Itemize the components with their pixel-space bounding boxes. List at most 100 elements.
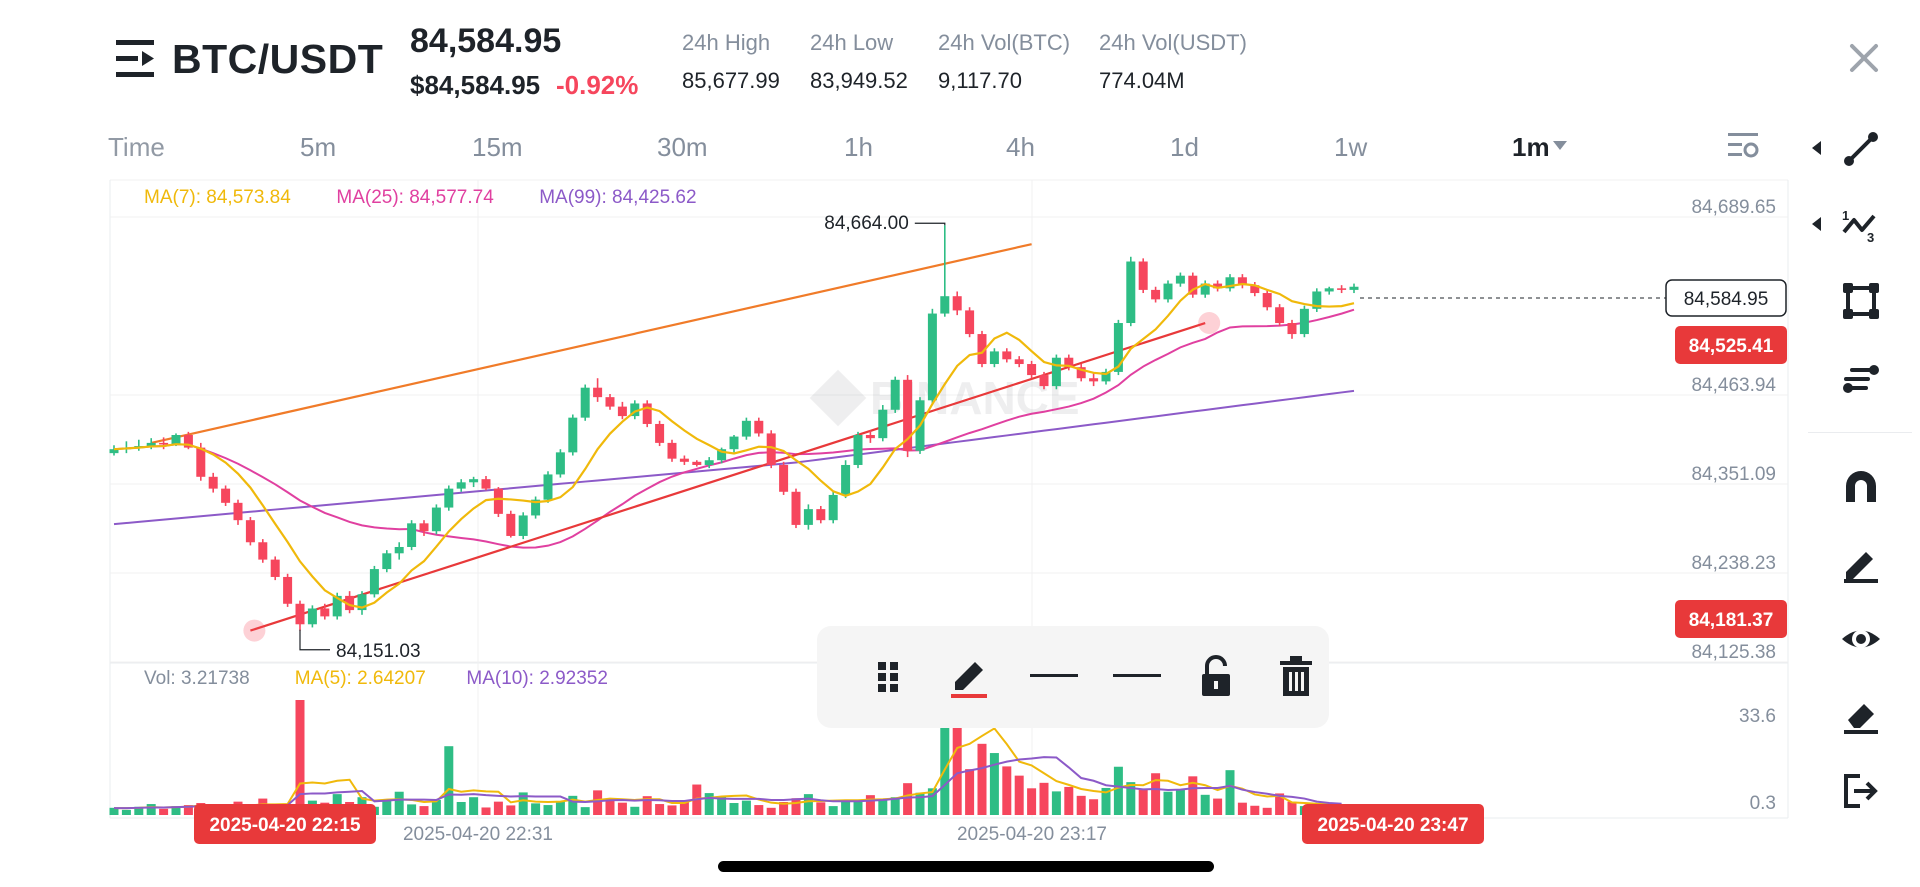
candle-body [1200,283,1210,295]
timeframe-5m[interactable]: 5m [300,132,337,162]
candle-body [1138,261,1148,290]
timeframe-1h[interactable]: 1h [844,132,873,162]
timeframe-30m[interactable]: 30m [657,132,708,162]
candle-body [841,464,851,495]
drag-handle-icon[interactable] [864,652,912,700]
volume-bar [1064,786,1074,815]
candle-body [667,442,677,459]
pencil-icon[interactable] [1840,542,1882,584]
trend-lines [150,243,1221,642]
candle-body [109,449,119,454]
y-tick-label: 84,689.65 [1691,197,1776,218]
eraser-icon[interactable] [1840,694,1882,736]
volume-bar [456,801,466,815]
volume-bar [481,807,491,815]
timeframe-4h[interactable]: 4h [1006,132,1035,162]
candle-body [183,435,193,448]
svg-text:1: 1 [1842,208,1849,223]
candle-body [444,488,454,508]
binance-watermark: BINANCE [809,369,1080,427]
line-style-icon[interactable] [1030,652,1078,700]
fib-tool-icon[interactable]: 1 3 [1840,204,1882,246]
line-tool-expand-icon[interactable] [1812,141,1821,155]
volume-bar [543,805,553,815]
fib-tool-expand-icon[interactable] [1812,217,1821,231]
menu-icon[interactable] [116,40,156,78]
volume-bar [940,686,950,815]
candle-body [580,387,590,418]
candle-body [1250,285,1260,294]
candle-body [171,435,181,445]
volume-bar [741,800,751,815]
volume-bars [109,686,1347,815]
anchor-point-end [1198,312,1221,335]
candle-body [481,479,491,489]
candle-body [630,403,640,417]
candle-body [1101,371,1111,382]
volume-bar [816,802,826,815]
magnet-icon[interactable] [1840,466,1882,508]
eye-icon[interactable] [1840,618,1882,660]
candle-body [233,502,243,521]
trend-line-upper [150,243,1032,444]
volume-bar [729,803,739,815]
volume-bar [506,805,516,815]
candle-body [605,397,615,407]
volume-bar [865,795,875,815]
time-badge-label: 2025-04-20 22:15 [209,815,360,836]
candles [109,225,1359,631]
candle-body [1076,367,1086,379]
candle-body [1188,275,1198,295]
trash-icon[interactable] [1272,652,1320,700]
candle-body [1051,357,1061,387]
candle-body [1324,288,1334,292]
close-icon[interactable] [1846,40,1882,76]
volume-bar [853,801,863,815]
line-width-icon[interactable] [1113,652,1161,700]
price-badge [1675,600,1787,638]
timeframe-1d[interactable]: 1d [1170,132,1199,162]
volume-bar [1076,795,1086,815]
volume-bar [121,809,131,815]
volume-legend-item: Vol: 3.21738 [144,668,250,689]
volume-bar [667,805,677,815]
volume-tick-label: 0.3 [1750,793,1776,814]
line-tool-icon[interactable] [1840,128,1882,170]
chart-settings-icon[interactable] [1726,130,1760,160]
candle-body [357,594,367,611]
svg-text:3: 3 [1867,230,1874,245]
candle-body [221,488,231,503]
timeframe-dropdown-caret[interactable] [1553,141,1567,150]
timeframe-time[interactable]: Time [108,132,165,162]
candle-body [1002,351,1012,360]
candle-body [159,442,169,445]
timeframe-15m[interactable]: 15m [472,132,523,162]
unlock-icon[interactable] [1192,652,1240,700]
candle-body [419,523,429,532]
candle-body [1275,307,1285,324]
volume-bar [493,801,503,815]
timeframe-1m[interactable]: 1m [1512,132,1550,162]
pen-color-icon[interactable] [945,652,993,700]
timeframe-1w[interactable]: 1w [1334,132,1368,162]
candle-body [704,460,714,465]
high-marker-line [914,222,946,226]
candle-body [816,509,826,521]
volume-bar [1188,776,1198,815]
stat-24h-vol-usdt-value: 774.04M [1099,68,1185,93]
candle-body [977,334,987,365]
volume-bar [766,807,776,815]
candle-body [679,458,689,462]
pair-title[interactable]: BTC/USDT [172,36,384,82]
candle-body [1262,293,1272,308]
brush-tool-icon[interactable] [1840,356,1882,398]
exit-icon[interactable] [1840,770,1882,812]
volume-bar [1051,791,1061,815]
rectangle-tool-icon[interactable] [1840,280,1882,322]
candle-body [146,442,156,447]
volume-bar [407,804,417,815]
candle-body [1039,375,1049,387]
y-tick-label: 84,351.09 [1691,464,1776,485]
candle-body [940,296,950,314]
